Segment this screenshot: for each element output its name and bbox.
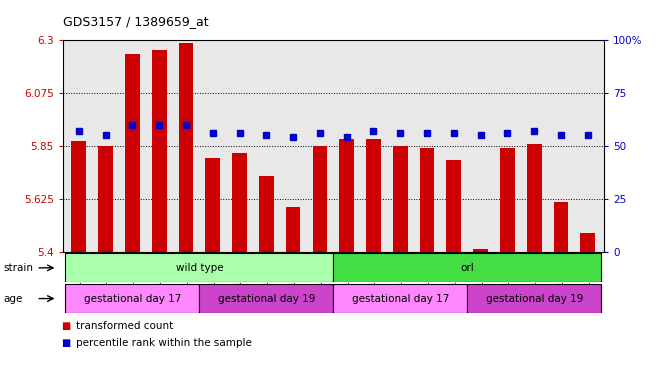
Bar bbox=[179, 43, 193, 252]
Bar bbox=[473, 249, 488, 252]
Bar bbox=[339, 139, 354, 252]
Bar bbox=[500, 148, 515, 252]
Text: gestational day 17: gestational day 17 bbox=[352, 293, 449, 304]
Text: gestational day 17: gestational day 17 bbox=[84, 293, 181, 304]
Bar bbox=[467, 284, 601, 313]
Text: transformed count: transformed count bbox=[76, 321, 173, 331]
Bar bbox=[447, 160, 461, 252]
Bar bbox=[65, 284, 199, 313]
Bar bbox=[554, 202, 568, 252]
Bar bbox=[313, 146, 327, 252]
Bar bbox=[125, 55, 140, 252]
Bar bbox=[333, 253, 601, 282]
Text: wild type: wild type bbox=[176, 263, 223, 273]
Bar bbox=[65, 253, 333, 282]
Bar bbox=[393, 146, 408, 252]
Text: age: age bbox=[3, 293, 22, 304]
Bar bbox=[580, 233, 595, 252]
Bar bbox=[199, 284, 333, 313]
Bar bbox=[366, 139, 381, 252]
Bar bbox=[333, 284, 467, 313]
Bar bbox=[420, 148, 434, 252]
Bar bbox=[527, 144, 542, 252]
Bar bbox=[98, 146, 113, 252]
Text: gestational day 19: gestational day 19 bbox=[218, 293, 315, 304]
Bar bbox=[286, 207, 300, 252]
Bar bbox=[259, 176, 274, 252]
Text: ■: ■ bbox=[61, 338, 71, 348]
Text: ■: ■ bbox=[61, 321, 71, 331]
Bar bbox=[71, 141, 86, 252]
Text: orl: orl bbox=[461, 263, 474, 273]
Bar bbox=[205, 158, 220, 252]
Text: percentile rank within the sample: percentile rank within the sample bbox=[76, 338, 251, 348]
Text: GDS3157 / 1389659_at: GDS3157 / 1389659_at bbox=[63, 15, 209, 28]
Text: gestational day 19: gestational day 19 bbox=[486, 293, 583, 304]
Bar bbox=[232, 153, 247, 252]
Bar bbox=[152, 50, 166, 252]
Text: strain: strain bbox=[3, 263, 33, 273]
